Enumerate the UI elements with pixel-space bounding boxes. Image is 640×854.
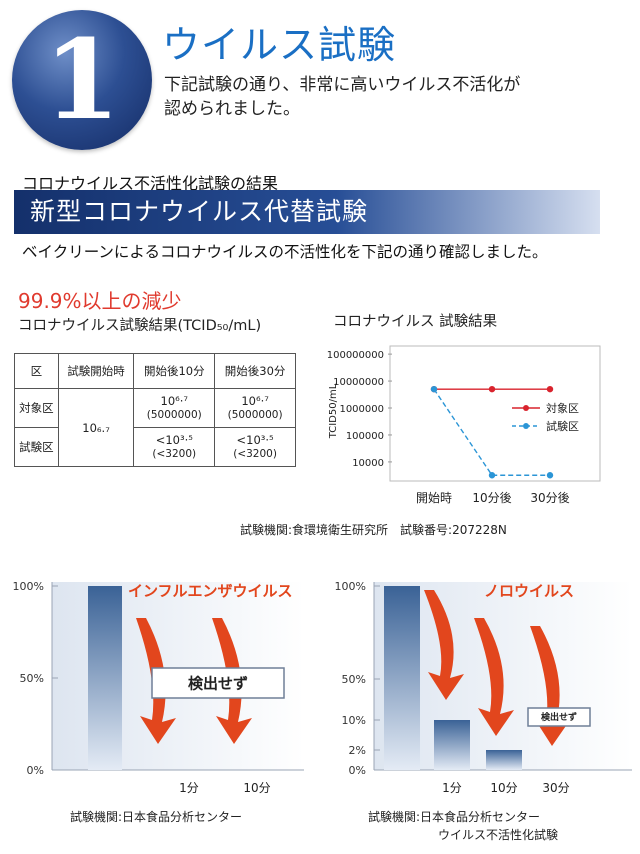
- data-point: [430, 385, 438, 393]
- badge-number: 1: [43, 15, 121, 144]
- legend-marker: [523, 423, 529, 429]
- y-tick-label: 50%: [342, 673, 366, 686]
- table-row: 対象区 10₆.₇ 10⁶·⁷ (5000000) 10⁶·⁷ (5000000…: [14, 388, 296, 467]
- x-tick-label: 10分後: [472, 491, 511, 505]
- data-point: [546, 385, 554, 393]
- data-point: [488, 385, 496, 393]
- y-tick-label: 100000000: [327, 350, 384, 361]
- table-cell: 10⁶·⁷ (5000000): [214, 388, 296, 428]
- y-tick-label: 100%: [335, 580, 366, 593]
- x-tick-label: 1分: [442, 781, 462, 795]
- table-cell: <10³·⁵ (<3200): [214, 427, 296, 467]
- line-chart-title: コロナウイルス 試験結果: [333, 314, 498, 330]
- data-point: [546, 472, 554, 479]
- cell-sub: (5000000): [227, 409, 283, 421]
- banner-title: 新型コロナウイルス代替試験: [30, 197, 369, 226]
- line-chart-svg: 100000000 10000000 1000000 100000 10000 TCID5…: [327, 345, 601, 505]
- plot-area: [389, 345, 601, 482]
- legend-label: 対象区: [546, 401, 579, 415]
- start-value-cell: 10₆.₇: [57, 388, 135, 467]
- data-point: [488, 472, 496, 479]
- table-header-cell: 区: [14, 353, 59, 389]
- cell-sub: (5000000): [146, 409, 202, 421]
- influenza-source: 試験機関:日本食品分析センター: [70, 810, 243, 824]
- y-tick-label: 0%: [27, 764, 44, 777]
- intro-line-2: 認められました。: [164, 99, 300, 119]
- table-cell: 10⁶·⁷ (5000000): [133, 388, 216, 428]
- table-cell: <10³·⁵ (<3200): [133, 427, 216, 467]
- reduction-headline: 99.9%以上の減少: [18, 289, 182, 313]
- annotation-box: [527, 707, 591, 727]
- y-tick-label: 10000: [352, 458, 384, 469]
- row-label: 試験区: [14, 427, 59, 467]
- down-arrow: [530, 626, 570, 746]
- bar: [384, 586, 420, 770]
- table-caption: コロナウイルス試験結果(TCID₅₀/mL): [18, 318, 262, 334]
- down-arrow: [474, 618, 514, 736]
- down-arrow: [424, 590, 464, 700]
- norovirus-source-1: 試験機関:日本食品分析センター: [368, 810, 541, 824]
- x-tick-label: 1分: [179, 781, 199, 795]
- x-tick-label: 30分: [542, 781, 569, 795]
- cell-sub: (<3200): [233, 448, 277, 460]
- y-tick-label: 2%: [349, 744, 366, 757]
- annotation-label: 検出せず: [188, 674, 248, 692]
- section-banner: 新型コロナウイルス代替試験: [14, 190, 600, 234]
- cell-main: <10³·⁵: [155, 433, 193, 447]
- chart-title: インフルエンザウイルス: [128, 582, 293, 600]
- line-chart-source: 試験機関:食環境衛生研究所 試験番号:207228N: [240, 523, 507, 537]
- page-title: ウイルス試験: [162, 23, 397, 67]
- bar: [434, 720, 470, 770]
- influenza-chart: 100% 50% 0% 1分 10分 インフルエンザウイルス検出せず: [0, 566, 315, 810]
- y-tick-label: 10%: [342, 714, 366, 727]
- x-tick-label: 10分: [243, 781, 270, 795]
- y-tick-label: 1000000: [339, 404, 384, 415]
- results-table: 区 試験開始時 開始後10分 開始後30分 対象区 10₆.₇ 10⁶·⁷ (5…: [14, 353, 296, 467]
- bar: [486, 750, 522, 770]
- bar: [88, 586, 122, 770]
- table-header-cell: 開始後10分: [133, 353, 216, 389]
- section-subheading: コロナウイルス不活性化試験の結果: [22, 174, 279, 193]
- annotation-label: 検出せず: [541, 711, 577, 723]
- table-header-cell: 開始後30分: [214, 353, 296, 389]
- norovirus-source-2: ウイルス不活性化試験: [438, 828, 559, 842]
- x-tick-label: 30分後: [530, 491, 569, 505]
- y-axis-label: TCID50/mL: [328, 383, 339, 439]
- cell-main: <10³·⁵: [236, 433, 274, 447]
- y-tick-label: 0%: [349, 764, 366, 777]
- x-tick-label: 開始時: [416, 491, 452, 505]
- line-chart: 100000000 10000000 1000000 100000 10000 TCID5…: [318, 336, 608, 520]
- table-row: 試験区 <10³·⁵ (<3200) <10³·⁵ (<3200): [14, 427, 296, 467]
- legend-label: 試験区: [546, 419, 579, 433]
- table-header-row: 区 試験開始時 開始後10分 開始後30分: [14, 353, 296, 389]
- y-tick-label: 10000000: [333, 377, 384, 388]
- y-tick-label: 100000: [346, 431, 384, 442]
- table-header-cell: 試験開始時: [57, 353, 135, 389]
- chart-title: ノロウイルス: [484, 582, 574, 600]
- cell-sub: (<3200): [152, 448, 197, 460]
- cell-main: 10⁶·⁷: [160, 394, 189, 408]
- confirm-text: ベイクリーンによるコロナウイルスの不活性化を下記の通り確認しました。: [22, 243, 548, 261]
- cell-main: 10⁶·⁷: [241, 394, 269, 408]
- x-tick-label: 10分: [490, 781, 517, 795]
- number-badge: 1: [12, 10, 152, 150]
- intro-text: 下記試験の通り、非常に高いウイルス不活化が 認められました。: [164, 73, 604, 121]
- annotation-box: [151, 667, 285, 699]
- series-line-test: [433, 388, 550, 476]
- row-label: 対象区: [14, 388, 59, 428]
- y-tick-label: 50%: [20, 672, 44, 685]
- legend-marker: [523, 405, 529, 411]
- norovirus-chart: 100% 50% 10% 2% 0% 1分 10分 30分 ノロウイルス検出せず: [318, 566, 638, 810]
- intro-line-1: 下記試験の通り、非常に高いウイルス不活化が: [164, 75, 521, 95]
- y-tick-label: 100%: [13, 580, 44, 593]
